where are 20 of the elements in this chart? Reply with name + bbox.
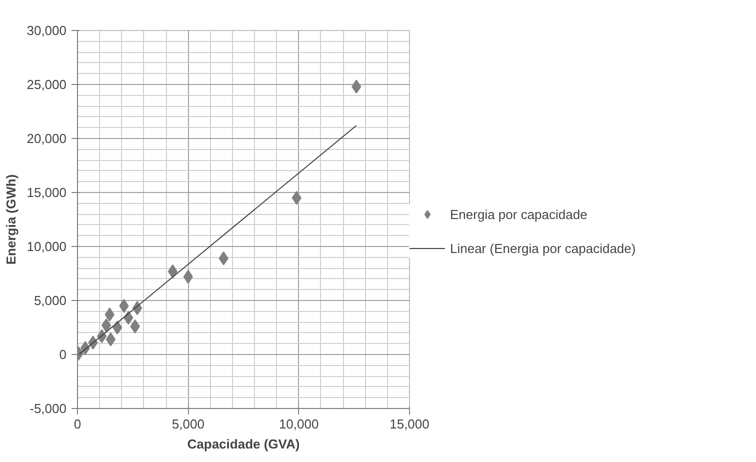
point — [106, 332, 116, 346]
y-tick-label: 10,000 — [26, 239, 67, 254]
point — [168, 264, 178, 278]
x-tick-label: 10,000 — [278, 416, 319, 432]
legend-label: Energia por capacidade — [450, 206, 588, 222]
x-tick-label: 5,000 — [172, 416, 204, 432]
point — [112, 320, 122, 334]
y-tick-label: 20,000 — [26, 131, 67, 146]
legend-label: Linear (Energia por capacidade) — [450, 240, 636, 256]
x-axis-title: Capacidade (GVA) — [187, 436, 300, 452]
y-tick-label: 25,000 — [26, 77, 67, 92]
y-tick-label: 5,000 — [34, 293, 67, 308]
y-tick-label: 30,000 — [26, 23, 67, 38]
y-tick-label: 0 — [59, 347, 67, 362]
y-tick-label: 15,000 — [26, 185, 67, 200]
point — [101, 318, 112, 332]
y-tick-label: -5,000 — [30, 401, 67, 416]
y-axis-title: Energia (GWh) — [4, 174, 19, 265]
x-tick-label: 15,000 — [390, 416, 430, 432]
x-tick-label: 0 — [74, 416, 82, 432]
